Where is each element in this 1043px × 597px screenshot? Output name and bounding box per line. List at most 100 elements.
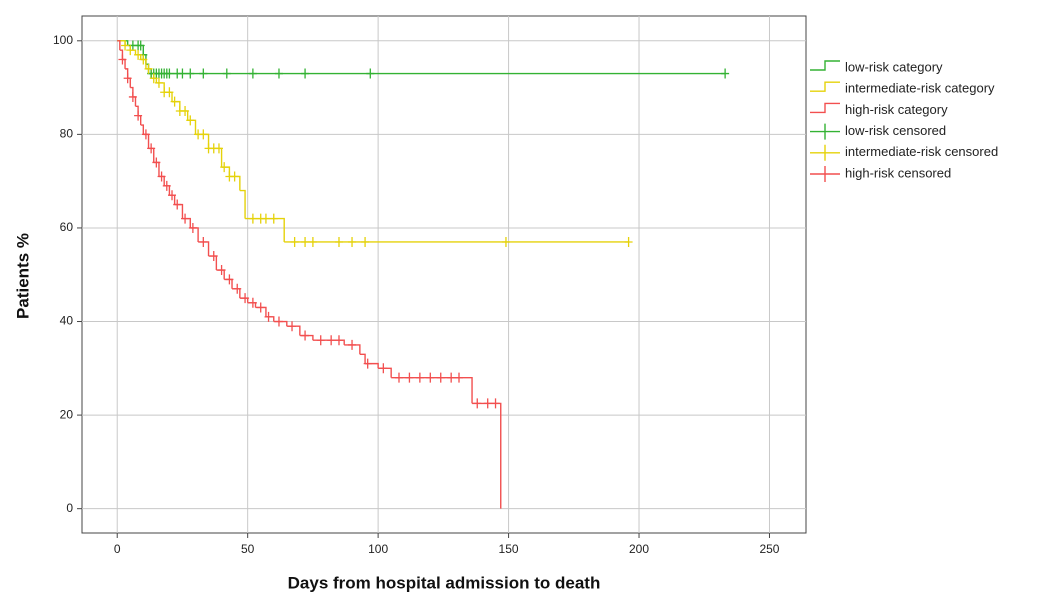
censor-mark [186, 68, 195, 79]
censor-mark [366, 68, 375, 79]
censor-mark [154, 77, 163, 88]
survival-step [472, 402, 502, 509]
censor-mark [181, 105, 190, 116]
censor-mark [261, 213, 270, 224]
survival-step [239, 189, 246, 219]
x-tick-label: 200 [629, 542, 649, 556]
censor-mark [721, 68, 730, 79]
censor-mark [483, 398, 492, 409]
censor-mark [274, 316, 283, 327]
censor-mark [139, 54, 148, 65]
legend-label: high-risk category [845, 102, 948, 117]
censor-mark [128, 91, 137, 102]
y-tick-label: 100 [53, 33, 73, 47]
censor-mark [327, 335, 336, 346]
censor-mark [186, 115, 195, 126]
censor-mark [301, 330, 310, 341]
censor-mark [170, 96, 179, 107]
censor-mark [361, 236, 370, 247]
censor-mark [134, 49, 143, 60]
censor-mark [118, 54, 127, 65]
censor-mark [269, 213, 278, 224]
y-tick-label: 80 [60, 127, 74, 141]
censor-mark [363, 358, 372, 369]
censor-mark [173, 199, 182, 210]
censor-mark [165, 68, 174, 79]
censor-mark [334, 335, 343, 346]
censor-mark [316, 335, 325, 346]
censor-mark [217, 265, 226, 276]
censor-mark [334, 236, 343, 247]
censor-mark [152, 157, 161, 168]
censor-mark [162, 180, 171, 191]
survival-step [117, 40, 121, 51]
censor-mark [348, 339, 357, 350]
censor-mark [264, 311, 273, 322]
censor-mark [134, 110, 143, 121]
legend-symbol [810, 144, 840, 161]
censor-mark [126, 45, 135, 56]
censor-mark [394, 372, 403, 383]
x-axis-title: Days from hospital admission to death [288, 573, 601, 592]
censor-mark [473, 398, 482, 409]
y-tick-label: 60 [60, 220, 74, 234]
censor-mark [181, 213, 190, 224]
censor-mark [165, 87, 174, 98]
legend-label: low-risk category [845, 59, 943, 74]
survival-step [140, 124, 145, 135]
censor-mark [501, 236, 510, 247]
censor-mark [147, 143, 156, 154]
censor-mark [168, 190, 177, 201]
censor-mark [308, 236, 317, 247]
censor-mark [248, 297, 257, 308]
censor-mark [222, 68, 231, 79]
censor-mark [248, 68, 257, 79]
censor-mark [144, 63, 153, 74]
survival-step [359, 353, 366, 364]
censor-mark [301, 236, 310, 247]
censor-mark [199, 129, 208, 140]
censor-mark [256, 302, 265, 313]
censor-mark [348, 236, 357, 247]
censor-mark [455, 372, 464, 383]
censor-mark [230, 171, 239, 182]
censor-mark [141, 129, 150, 140]
y-axis-title: Patients % [13, 233, 32, 319]
censor-mark [288, 321, 297, 332]
censor-mark [157, 171, 166, 182]
censor-mark [214, 143, 223, 154]
legend-symbol [810, 60, 840, 71]
censor-mark [491, 398, 500, 409]
legend-label: intermediate-risk category [845, 81, 995, 96]
censor-mark [121, 40, 130, 51]
legend-label: low-risk censored [845, 123, 946, 138]
censor-mark [233, 283, 242, 294]
y-tick-label: 20 [60, 407, 74, 421]
censor-mark [209, 251, 218, 262]
grid [82, 16, 806, 533]
censor-mark [178, 68, 187, 79]
censor-mark [220, 162, 229, 173]
censor-mark [426, 372, 435, 383]
censor-mark [149, 73, 158, 84]
censor-mark [188, 222, 197, 233]
legend-symbol [810, 166, 840, 182]
legend-label: intermediate-risk censored [845, 144, 998, 159]
x-tick-label: 250 [759, 542, 779, 556]
y-tick-label: 40 [60, 314, 74, 328]
legend-symbol [810, 102, 840, 114]
censor-mark [301, 68, 310, 79]
censor-mark [290, 236, 299, 247]
censor-mark [436, 372, 445, 383]
legend-symbol [810, 123, 840, 140]
censor-mark [405, 372, 414, 383]
x-tick-label: 0 [114, 542, 121, 556]
x-tick-label: 150 [499, 542, 519, 556]
x-tick-label: 100 [368, 542, 388, 556]
censor-mark [447, 372, 456, 383]
legend-symbol [810, 81, 840, 92]
censor-mark [379, 363, 388, 374]
censor-mark [225, 274, 234, 285]
